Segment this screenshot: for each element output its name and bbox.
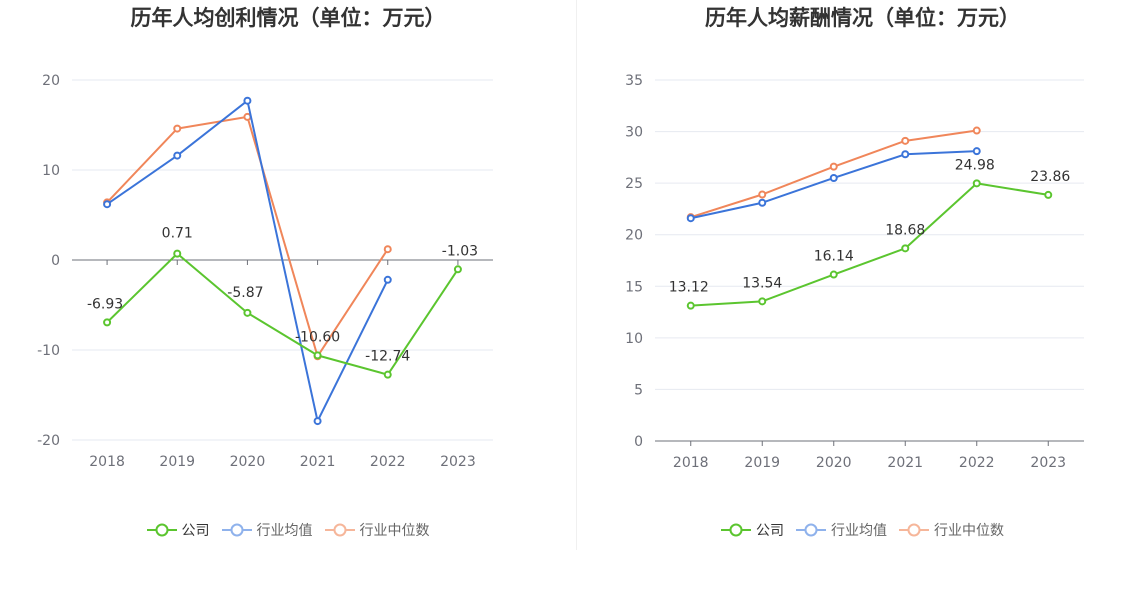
data-point-industry-mean (243, 96, 252, 105)
y-tick-label: 0 (634, 434, 643, 450)
series-line-industry-median (106, 115, 389, 358)
salary-line-chart: 0 5 10 15 20 25 30 35 2018 2019 2020 2021 2022 2023 13… (625, 73, 1084, 471)
salary-chart-panel: 历年人均薪酬情况（单位：万元） 0 5 10 15 20 25 30 35 2018 2019 20… (577, 0, 1148, 589)
x-tick-label: 2023 (1030, 455, 1066, 471)
x-tick-label: 2021 (887, 455, 923, 471)
panel-divider (576, 0, 577, 550)
y-tick-label: -10 (37, 343, 60, 359)
profit-line-chart: -20 -10 0 10 20 2018 2019 2020 2021 2022 2023 -6.93… (37, 73, 493, 470)
data-point-industry-mean (383, 275, 392, 284)
y-tick-label: 30 (625, 125, 643, 141)
data-point-company (313, 351, 322, 360)
data-label: -6.93 (87, 296, 123, 312)
legend-industry-median-icon (324, 523, 355, 537)
data-label: -5.87 (227, 285, 263, 301)
legend-industry-median-icon (899, 523, 929, 537)
x-tick-label: 2020 (230, 454, 266, 470)
y-tick-label: -20 (37, 433, 60, 449)
data-point-industry-mean (313, 417, 322, 426)
profit-chart-panel: 历年人均创利情况（单位：万元） -20 -10 0 10 20 2018 2019 2020 2… (0, 6, 576, 540)
data-label: 13.54 (742, 275, 782, 291)
data-point-company (758, 297, 767, 306)
legend-label: 公司 (181, 523, 210, 539)
chart-title: 历年人均创利情况（单位：万元） (130, 6, 446, 30)
y-tick-label: 35 (625, 73, 643, 89)
data-label: -1.03 (442, 243, 478, 259)
data-label: 13.12 (669, 280, 709, 296)
y-tick-label: 5 (634, 382, 643, 398)
y-tick-label: 25 (625, 176, 643, 192)
data-label: 16.14 (814, 249, 854, 265)
legend-label: 行业均值 (256, 523, 313, 539)
y-tick-label: 0 (51, 253, 60, 269)
x-tick-label: 2019 (159, 454, 195, 470)
x-tick-label: 2018 (673, 455, 709, 471)
data-point-company (383, 370, 392, 379)
data-label: 24.98 (955, 157, 995, 173)
data-label: 0.71 (162, 226, 193, 242)
legend-item-industry-mean[interactable]: 行业均值 (221, 520, 313, 540)
y-tick-label: 15 (625, 279, 643, 295)
data-point-industry-mean (686, 214, 695, 223)
data-label: 23.86 (1030, 169, 1070, 185)
legend-item-company[interactable]: 公司 (721, 520, 784, 540)
data-point-company (453, 265, 462, 274)
legend-company-icon (721, 523, 751, 537)
x-tick-label: 2021 (300, 454, 336, 470)
data-point-company (972, 179, 981, 188)
data-point-industry-median (972, 126, 981, 135)
data-point-industry-mean (972, 147, 981, 156)
data-label: -10.60 (295, 329, 340, 345)
legend-label: 行业中位数 (934, 523, 1004, 539)
chart-title: 历年人均薪酬情况（单位：万元） (705, 6, 1020, 30)
data-point-industry-mean (829, 173, 838, 182)
legend-item-industry-mean[interactable]: 行业均值 (796, 520, 887, 540)
data-point-company (243, 308, 252, 317)
data-point-company (103, 318, 112, 327)
data-point-industry-mean (758, 198, 767, 207)
x-tick-label: 2018 (89, 454, 125, 470)
legend-item-industry-median[interactable]: 行业中位数 (899, 520, 1004, 540)
y-tick-label: 20 (42, 73, 60, 89)
x-tick-label: 2022 (959, 455, 995, 471)
data-point-company (829, 270, 838, 279)
data-point-industry-median (383, 245, 392, 254)
data-label: -12.74 (365, 349, 410, 365)
series-line-industry-mean (690, 150, 977, 220)
series-line-company (106, 252, 459, 376)
legend-company-icon (146, 523, 177, 537)
chart-legend: 公司 行业均值 行业中位数 (0, 520, 576, 540)
data-point-company (901, 244, 910, 253)
series-line-company (690, 182, 1049, 307)
data-point-industry-mean (901, 150, 910, 159)
series-line-industry-median (690, 129, 977, 219)
x-tick-label: 2022 (370, 454, 406, 470)
data-point-company (686, 301, 695, 310)
legend-item-company[interactable]: 公司 (146, 520, 210, 540)
data-point-industry-median (829, 162, 838, 171)
x-tick-label: 2020 (816, 455, 852, 471)
y-tick-label: 20 (625, 228, 643, 244)
legend-industry-mean-icon (796, 523, 826, 537)
data-point-industry-median (758, 190, 767, 199)
data-point-company (1044, 190, 1053, 199)
legend-label: 行业中位数 (359, 523, 430, 539)
data-point-industry-mean (103, 200, 112, 209)
data-point-industry-median (173, 124, 182, 133)
x-tick-label: 2019 (744, 455, 780, 471)
x-tick-label: 2023 (440, 454, 476, 470)
data-point-industry-mean (173, 151, 182, 160)
data-point-industry-median (901, 136, 910, 145)
y-tick-label: 10 (42, 163, 60, 179)
chart-legend: 公司 行业均值 行业中位数 (577, 520, 1148, 540)
legend-item-industry-median[interactable]: 行业中位数 (324, 520, 430, 540)
legend-industry-mean-icon (221, 523, 252, 537)
data-point-company (173, 249, 182, 258)
data-label: 18.68 (885, 222, 925, 238)
y-tick-label: 10 (625, 331, 643, 347)
legend-label: 公司 (756, 523, 784, 539)
legend-label: 行业均值 (831, 523, 887, 539)
